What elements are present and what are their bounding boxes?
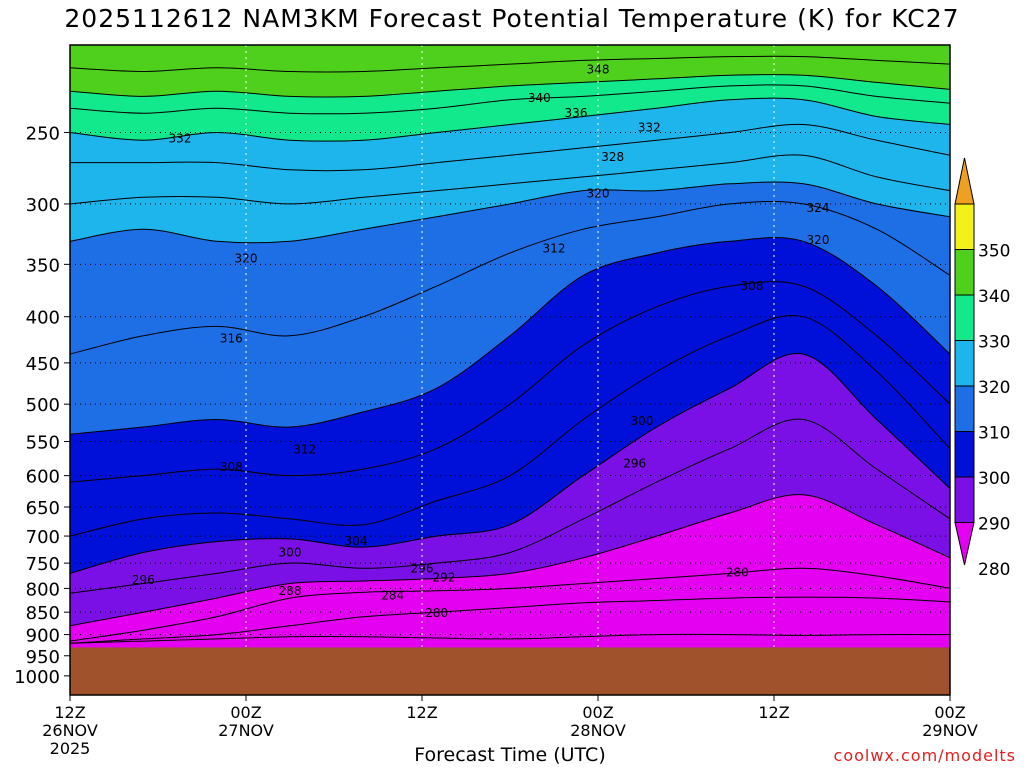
- colorbar-segment: [954, 476, 975, 523]
- contour-label-layer: 348 340 336 332 332 328 320 324 320 312 320 308 316 3…: [132, 63, 830, 620]
- contour-label: 304: [345, 534, 368, 548]
- isentrope-308: [70, 281, 950, 483]
- colorbar: 280 290 300 310 320 330 340 350: [954, 157, 1010, 580]
- contour-label: 336: [565, 106, 588, 120]
- isentrope-340: [70, 74, 950, 98]
- contour-label: 308: [220, 460, 243, 474]
- x-tick-label: 12Z: [758, 703, 789, 722]
- contour-label: 280: [425, 606, 448, 620]
- colorbar-tick-label: 340: [978, 287, 1010, 307]
- y-tick-label: 650: [26, 498, 60, 519]
- colorbar-tick-label: 330: [978, 333, 1010, 353]
- contour-label: 332: [169, 132, 192, 146]
- contour-label: 300: [631, 414, 654, 428]
- theta-band-348: [70, 45, 950, 72]
- colorbar-segment: [954, 294, 975, 341]
- isentrope-328: [70, 123, 950, 172]
- contour-label: 284: [381, 589, 404, 603]
- contour-label: 316: [220, 332, 243, 346]
- y-tick-label: 1000: [14, 667, 60, 688]
- isentrope-296: [70, 418, 950, 594]
- colorbar-under-arrow: [954, 522, 975, 566]
- isentrope-300: [70, 352, 950, 574]
- y-tick-label: 500: [26, 395, 60, 416]
- colorbar-segment: [954, 203, 975, 250]
- chart-title: 2025112612 NAM3KM Forecast Potential Tem…: [64, 4, 960, 33]
- y-axis: 2503003504004505005506006507007508008509…: [14, 123, 70, 688]
- x-tick-label: 00Z: [582, 703, 613, 722]
- isentrope-316: [70, 200, 950, 355]
- contour-label: 320: [587, 186, 610, 200]
- colorbar-tick-label: 300: [978, 469, 1010, 489]
- y-tick-label: 450: [26, 354, 60, 375]
- colorbar-segment: [954, 385, 975, 432]
- x-tick-date: 28NOV: [570, 721, 626, 740]
- contour-label: 328: [601, 150, 624, 164]
- contour-label: 332: [638, 121, 661, 135]
- contour-label: 308: [741, 279, 764, 293]
- isentrope-348: [70, 55, 950, 73]
- contour-label: 300: [279, 546, 302, 560]
- y-tick-label: 300: [26, 195, 60, 216]
- x-tick-label: 12Z: [54, 703, 85, 722]
- plot-frame: [69, 44, 951, 696]
- y-tick-label: 350: [26, 255, 60, 276]
- isentrope-324: [70, 154, 950, 205]
- contour-label: 312: [543, 241, 566, 255]
- contour-label: 340: [528, 91, 551, 105]
- x-tick-date: 29NOV: [922, 721, 978, 740]
- colorbar-tick-label: 350: [978, 242, 1010, 262]
- isentrope-304: [70, 315, 950, 537]
- x-axis-label: Forecast Time (UTC): [414, 744, 606, 766]
- x-tick-label: 00Z: [934, 703, 965, 722]
- y-tick-label: 800: [26, 579, 60, 600]
- colorbar-tick-label: 280: [978, 560, 1010, 580]
- isentrope-292: [70, 494, 950, 627]
- colorbar-tick-label: 310: [978, 424, 1010, 444]
- x-tick-label: 00Z: [230, 703, 261, 722]
- isentrope-312: [70, 237, 950, 435]
- colorbar-segment: [954, 431, 975, 478]
- contour-label: 312: [293, 442, 316, 456]
- contour-label: 280: [726, 565, 749, 579]
- y-tick-label: 250: [26, 123, 60, 144]
- y-tick-label: 700: [26, 527, 60, 548]
- colorbar-segment: [954, 340, 975, 387]
- colorbar-tick-label: 290: [978, 515, 1010, 535]
- isentrope-284: [70, 596, 950, 644]
- contour-label: 292: [433, 570, 456, 584]
- credit-text: coolwx.com/modelts: [833, 746, 1016, 765]
- colorbar-over-arrow: [954, 157, 975, 205]
- y-tick-label: 850: [26, 603, 60, 624]
- isentrope-280: [70, 633, 950, 644]
- x-tick-label: 12Z: [406, 703, 437, 722]
- contour-label: 324: [807, 201, 830, 215]
- y-tick-label: 600: [26, 467, 60, 488]
- contour-label: 296: [623, 457, 646, 471]
- isentrope-332: [70, 97, 950, 142]
- y-tick-label: 900: [26, 626, 60, 647]
- surface-ground: [70, 647, 950, 695]
- y-tick-label: 400: [26, 308, 60, 329]
- contour-label: 296: [411, 561, 434, 575]
- colorbar-segment: [954, 249, 975, 296]
- y-tick-label: 550: [26, 433, 60, 454]
- contour-label: 320: [235, 252, 258, 266]
- contour-label: 296: [132, 573, 155, 587]
- y-tick-label: 950: [26, 647, 60, 668]
- x-tick-date: 27NOV: [218, 721, 274, 740]
- contour-label: 320: [807, 233, 830, 247]
- isentrope-layer: [70, 55, 950, 644]
- y-tick-label: 750: [26, 554, 60, 575]
- colorbar-tick-label: 320: [978, 378, 1010, 398]
- x-tick-year: 2025: [50, 739, 91, 758]
- contour-label: 288: [279, 584, 302, 598]
- isentrope-336: [70, 84, 950, 115]
- x-tick-date: 26NOV: [42, 721, 98, 740]
- contour-label: 348: [587, 63, 610, 77]
